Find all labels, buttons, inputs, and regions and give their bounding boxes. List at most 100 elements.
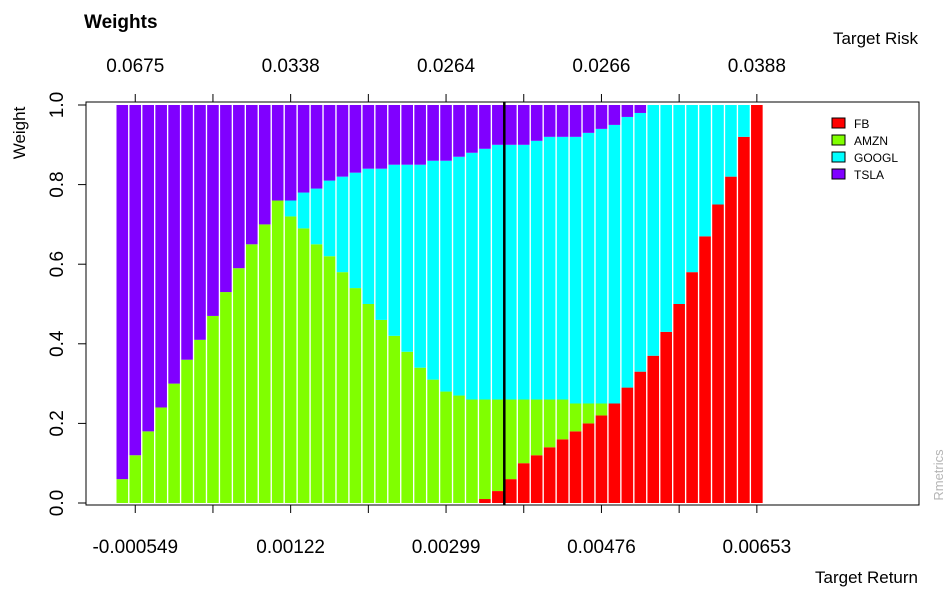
bar-googl-36 <box>582 132 595 404</box>
bar-tsla-31 <box>517 105 530 145</box>
bar-fb-34 <box>556 439 569 503</box>
bar-tsla-33 <box>543 105 556 137</box>
bar-tsla-5 <box>181 105 193 360</box>
bar-tsla-14 <box>297 105 310 193</box>
bar-tsla-39 <box>621 105 634 117</box>
credit-text: Rmetrics <box>931 449 944 501</box>
bar-amzn-21 <box>388 335 401 503</box>
bar-tsla-23 <box>414 105 426 165</box>
bar-amzn-5 <box>181 359 193 503</box>
bar-amzn-13 <box>284 216 297 503</box>
top-tick-label-4: 0.0388 <box>728 56 786 77</box>
bar-googl-18 <box>349 172 362 289</box>
bottom-tick-label-4: 0.00653 <box>723 537 792 558</box>
bottom-tick-label-3: 0.00476 <box>567 537 636 558</box>
bar-googl-38 <box>608 124 621 404</box>
bar-tsla-11 <box>258 105 271 225</box>
bar-amzn-2 <box>142 431 154 503</box>
bar-amzn-29 <box>492 399 504 492</box>
bar-tsla-17 <box>336 105 349 177</box>
bar-tsla-28 <box>479 105 491 149</box>
bottom-tick-label-1: 0.00122 <box>256 537 325 558</box>
bottom-tick-label-0: -0.000549 <box>92 537 178 558</box>
bar-amzn-8 <box>220 292 232 503</box>
bar-googl-41 <box>647 105 660 356</box>
bar-googl-22 <box>401 164 413 352</box>
bar-tsla-40 <box>634 105 647 113</box>
bar-amzn-23 <box>414 367 426 503</box>
bar-tsla-8 <box>220 105 232 293</box>
bar-fb-29 <box>492 491 504 503</box>
bar-fb-33 <box>543 447 556 503</box>
bar-googl-46 <box>712 105 724 205</box>
bar-googl-28 <box>479 148 491 400</box>
legend: FB AMZN GOOGL TSLA <box>831 117 898 182</box>
bar-fb-38 <box>608 403 621 503</box>
y-tick-label-0: 0.0 <box>47 490 68 516</box>
bar-tsla-30 <box>505 105 517 145</box>
axes: -0.000549 0.00122 0.00299 0.00476 0.00653 0.0… <box>47 56 791 558</box>
bar-fb-42 <box>660 331 672 503</box>
legend-label-amzn: AMZN <box>854 134 888 148</box>
bar-tsla-15 <box>310 105 323 189</box>
bar-amzn-24 <box>427 379 439 503</box>
bar-amzn-28 <box>479 399 491 500</box>
bar-fb-30 <box>505 479 517 503</box>
bar-googl-40 <box>634 112 647 372</box>
bar-tsla-3 <box>155 105 167 408</box>
bar-tsla-19 <box>362 105 375 169</box>
bar-amzn-34 <box>556 399 569 440</box>
bar-googl-15 <box>310 188 323 245</box>
bar-tsla-20 <box>375 105 388 169</box>
bar-googl-26 <box>453 156 465 396</box>
bar-stacks <box>116 105 763 504</box>
bar-fb-44 <box>686 272 698 503</box>
bar-googl-30 <box>505 144 517 400</box>
bar-tsla-1 <box>129 105 142 456</box>
bar-googl-35 <box>569 136 582 404</box>
bar-tsla-6 <box>194 105 206 340</box>
y-tick-label-1: 0.2 <box>47 410 68 436</box>
top-axis-title: Target Risk <box>833 29 919 48</box>
bar-tsla-10 <box>246 105 258 245</box>
top-tick-label-0: 0.0675 <box>106 56 164 77</box>
bar-amzn-11 <box>258 224 271 503</box>
bar-googl-19 <box>362 168 375 304</box>
bar-googl-13 <box>284 200 297 217</box>
bar-googl-20 <box>375 168 388 320</box>
bar-amzn-4 <box>168 383 180 503</box>
bar-tsla-18 <box>349 105 362 173</box>
bar-amzn-30 <box>505 399 517 480</box>
bar-fb-36 <box>582 423 595 503</box>
bar-amzn-9 <box>233 268 245 503</box>
bar-googl-25 <box>440 160 452 392</box>
bar-googl-44 <box>686 105 698 273</box>
legend-swatch-googl <box>831 151 846 163</box>
bar-tsla-0 <box>116 105 129 480</box>
bar-tsla-35 <box>569 105 582 137</box>
top-tick-label-3: 0.0266 <box>572 56 630 77</box>
bar-fb-49 <box>751 105 763 503</box>
bar-tsla-27 <box>466 105 478 153</box>
bar-fb-39 <box>621 387 634 503</box>
bar-amzn-15 <box>310 244 323 504</box>
bar-amzn-7 <box>207 315 219 503</box>
chart-title: Weights <box>84 12 158 33</box>
legend-swatch-tsla <box>831 168 846 180</box>
bar-googl-21 <box>388 164 401 336</box>
bar-fb-45 <box>699 236 711 503</box>
legend-label-googl: GOOGL <box>854 151 898 165</box>
bar-amzn-3 <box>155 407 167 503</box>
bar-amzn-1 <box>129 455 142 503</box>
bar-tsla-12 <box>271 105 284 201</box>
bar-googl-24 <box>427 160 439 380</box>
bar-amzn-14 <box>297 228 310 503</box>
bar-amzn-19 <box>362 304 375 503</box>
bar-amzn-20 <box>375 319 388 503</box>
bar-fb-31 <box>517 463 530 503</box>
bar-tsla-9 <box>233 105 245 269</box>
bar-googl-16 <box>323 180 336 257</box>
legend-label-tsla: TSLA <box>854 168 884 182</box>
top-tick-label-1: 0.0338 <box>262 56 320 77</box>
bar-googl-23 <box>414 164 426 368</box>
